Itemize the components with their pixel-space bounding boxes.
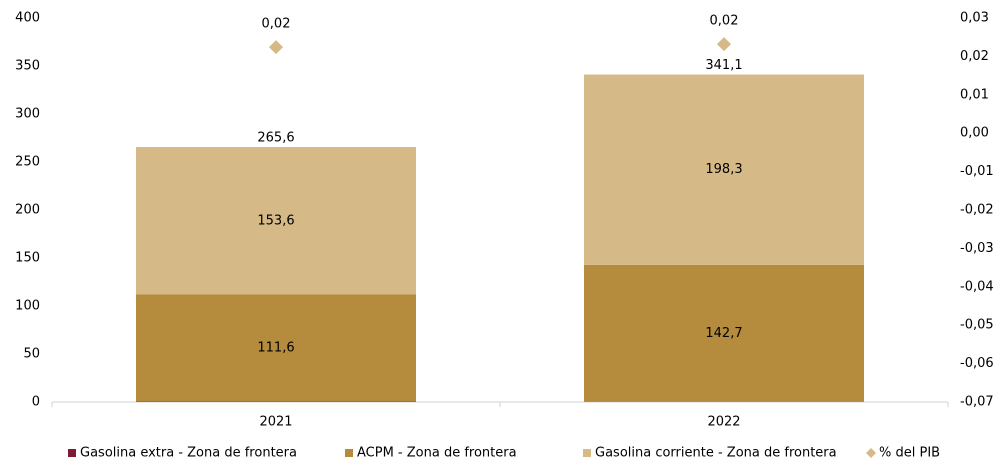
y-tick-label: 300 bbox=[15, 107, 40, 122]
y2-tick-label: -0,07 bbox=[960, 395, 994, 410]
y-tick-label: 0 bbox=[32, 395, 40, 410]
y-tick-label: 250 bbox=[15, 155, 40, 170]
y2-tick-label: -0,01 bbox=[960, 164, 994, 179]
bar-segment bbox=[584, 74, 864, 265]
legend-label: Gasolina extra - Zona de frontera bbox=[80, 446, 297, 461]
y2-tick-label: 0,00 bbox=[960, 126, 989, 141]
bar-segment bbox=[136, 294, 416, 402]
y2-tick-label: 0,01 bbox=[960, 87, 989, 102]
x-tick-label: 2022 bbox=[707, 415, 740, 430]
y-tick-label: 150 bbox=[15, 251, 40, 266]
diamond-marker bbox=[717, 37, 731, 52]
legend-marker bbox=[68, 449, 76, 457]
bar-segment bbox=[584, 264, 864, 402]
data-label: 0,02 bbox=[710, 14, 739, 29]
data-label: 142,7 bbox=[705, 326, 742, 341]
y2-tick-label: 0,03 bbox=[960, 11, 989, 26]
bar-segment bbox=[136, 147, 416, 295]
x-tick-label: 2021 bbox=[259, 415, 292, 430]
data-label: 198,3 bbox=[705, 162, 742, 177]
y2-tick-label: -0,04 bbox=[960, 279, 994, 294]
y2-tick-label: -0,05 bbox=[960, 318, 994, 333]
diamond-marker bbox=[269, 40, 283, 55]
legend-marker bbox=[583, 449, 591, 457]
legend-label: ACPM - Zona de frontera bbox=[357, 446, 517, 461]
y2-tick-label: -0,02 bbox=[960, 203, 994, 218]
y-tick-label: 350 bbox=[15, 59, 40, 74]
legend-marker bbox=[345, 449, 353, 457]
y-tick-label: 400 bbox=[15, 11, 40, 26]
y2-tick-label: 0,02 bbox=[960, 49, 989, 64]
legend-label: % del PIB bbox=[879, 446, 940, 461]
y2-tick-label: -0,06 bbox=[960, 356, 994, 371]
y-tick-label: 100 bbox=[15, 299, 40, 314]
total-label: 265,6 bbox=[257, 131, 294, 146]
legend-label: Gasolina corriente - Zona de frontera bbox=[595, 446, 837, 461]
data-label: 0,02 bbox=[262, 17, 291, 32]
y2-tick-label: -0,03 bbox=[960, 241, 994, 256]
total-label: 341,1 bbox=[705, 58, 742, 73]
y-tick-label: 50 bbox=[23, 347, 40, 362]
y-tick-label: 200 bbox=[15, 203, 40, 218]
data-label: 111,6 bbox=[257, 341, 294, 356]
data-label: 153,6 bbox=[257, 213, 294, 228]
legend-marker bbox=[866, 448, 876, 458]
